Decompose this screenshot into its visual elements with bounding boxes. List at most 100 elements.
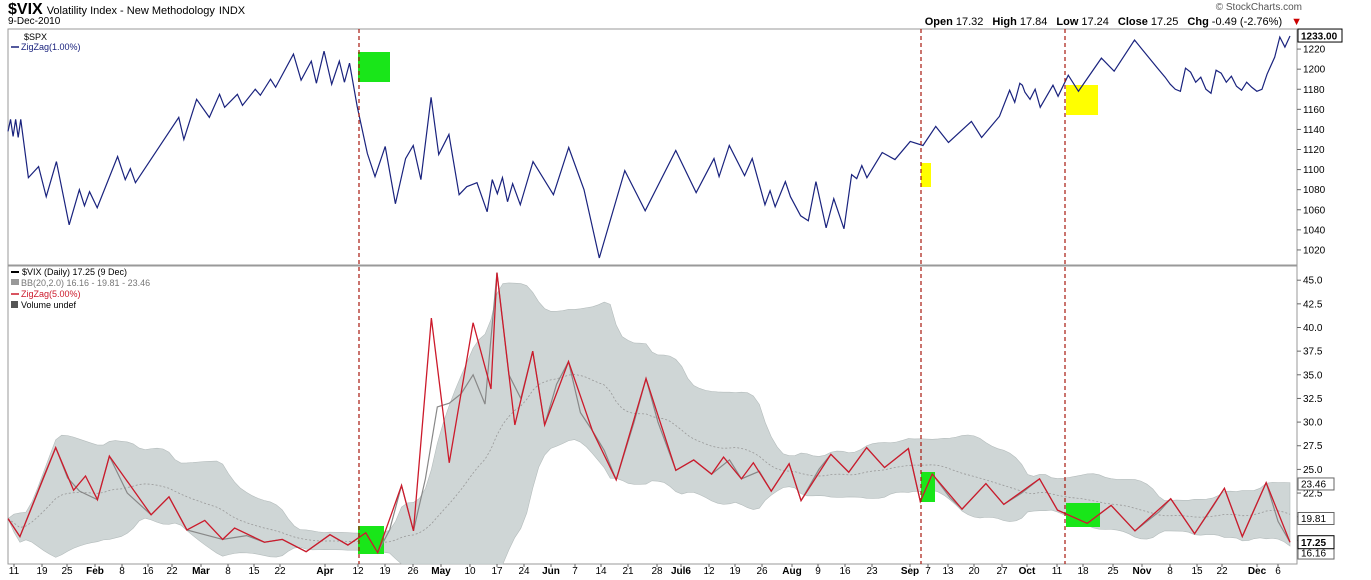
vix-last-value: 17.25 bbox=[1301, 538, 1326, 549]
vix-band-value-box bbox=[1297, 477, 1335, 491]
xtick-label: 14 bbox=[595, 566, 607, 577]
xtick-label: 28 bbox=[651, 566, 663, 577]
xtick-label: 7 bbox=[572, 566, 578, 577]
xtick-label: Jul6 bbox=[671, 566, 691, 577]
vix-legend-volume: Volume undef bbox=[21, 300, 77, 310]
vix-ytick-label: 42.5 bbox=[1303, 299, 1323, 310]
xtick-label: Mar bbox=[192, 566, 210, 577]
spx-ytick-label: 1180 bbox=[1303, 85, 1325, 96]
spx-green-box bbox=[358, 52, 390, 82]
vix-legend-zigzag: ZigZag(5.00%) bbox=[21, 289, 81, 299]
vix-ytick-label: 40.0 bbox=[1303, 323, 1323, 334]
spx-ytick-label: 1020 bbox=[1303, 245, 1326, 256]
xtick-label: 8 bbox=[1167, 566, 1173, 577]
xtick-label: 22 bbox=[1216, 566, 1228, 577]
vix-band-value: 23.46 bbox=[1301, 479, 1326, 490]
xtick-label: 10 bbox=[464, 566, 476, 577]
xtick-label: 27 bbox=[996, 566, 1008, 577]
xtick-label: 8 bbox=[225, 566, 231, 577]
xtick-label: 11 bbox=[9, 566, 20, 577]
xtick-label: Sep bbox=[901, 566, 919, 577]
xtick-label: 19 bbox=[379, 566, 391, 577]
spx-ytick-label: 1080 bbox=[1303, 185, 1326, 196]
chg-down-icon: ▼ bbox=[1291, 16, 1302, 28]
chart-date: 9-Dec-2010 bbox=[8, 16, 61, 27]
vix-band-value: 16.16 bbox=[1301, 549, 1326, 560]
vix-legend-price: $VIX (Daily) 17.25 (9 Dec) bbox=[22, 267, 127, 277]
xtick-label: 26 bbox=[756, 566, 768, 577]
vix-ytick-label: 32.5 bbox=[1303, 394, 1323, 405]
xtick-label: 25 bbox=[61, 566, 73, 577]
spx-legend-zigzag: ZigZag(1.00%) bbox=[21, 42, 81, 52]
high-label: High bbox=[992, 16, 1017, 28]
xtick-label: 22 bbox=[274, 566, 286, 577]
bb-legend-swatch bbox=[11, 279, 19, 285]
vix-ytick-label: 30.0 bbox=[1303, 418, 1323, 429]
spx-panel-frame bbox=[7, 28, 1298, 266]
spx-ytick-label: 1100 bbox=[1303, 165, 1325, 176]
xtick-label: 24 bbox=[518, 566, 530, 577]
xtick-label: Apr bbox=[316, 566, 333, 577]
xtick-label: 15 bbox=[248, 566, 260, 577]
xtick-label: May bbox=[431, 566, 451, 577]
vix-zigzag-line bbox=[7, 272, 1291, 555]
xtick-label: 23 bbox=[866, 566, 878, 577]
xtick-label: 12 bbox=[703, 566, 715, 577]
symbol-name: Volatility Index - New Methodology bbox=[46, 5, 215, 17]
xtick-label: 17 bbox=[491, 566, 503, 577]
spx-ytick-label: 1200 bbox=[1303, 65, 1326, 76]
xtick-label: Oct bbox=[1019, 566, 1036, 577]
xtick-label: 6 bbox=[1275, 566, 1281, 577]
xtick-label: 18 bbox=[1077, 566, 1089, 577]
xtick-label: 9 bbox=[815, 566, 821, 577]
vix-green-box-2 bbox=[921, 472, 935, 502]
vix-legend-bb: BB(20,2.0) 16.16 - 19.81 - 23.46 bbox=[21, 278, 150, 288]
vix-band-value-box bbox=[1297, 511, 1335, 525]
spx-ytick-label: 1120 bbox=[1303, 145, 1325, 156]
xtick-label: Dec bbox=[1248, 566, 1267, 577]
xtick-label: 13 bbox=[942, 566, 954, 577]
vix-ytick-label: 37.5 bbox=[1303, 347, 1323, 358]
spx-ytick-label: 1220 bbox=[1303, 45, 1326, 56]
high-value: 17.84 bbox=[1019, 16, 1048, 28]
xtick-label: 26 bbox=[407, 566, 419, 577]
vix-ytick-label: 45.0 bbox=[1303, 276, 1323, 287]
xtick-label: 7 bbox=[925, 566, 931, 577]
volume-legend-icon bbox=[11, 301, 18, 308]
xtick-label: 20 bbox=[968, 566, 980, 577]
xtick-label: 16 bbox=[839, 566, 851, 577]
vix-last-value-box bbox=[1297, 535, 1335, 550]
vix-green-box-1 bbox=[358, 526, 384, 554]
quote-bar: Open 17.32 High 17.84 Low 17.24 Close 17.25 Chg -… bbox=[922, 16, 1302, 28]
open-value: 17.32 bbox=[955, 16, 984, 28]
spx-ytick-label: 1140 bbox=[1303, 125, 1325, 136]
chg-value: -0.49 (-2.76%) bbox=[1211, 16, 1283, 28]
spx-yellow-box-1 bbox=[921, 163, 931, 187]
xtick-label: 22 bbox=[166, 566, 178, 577]
xtick-label: 15 bbox=[1191, 566, 1203, 577]
xtick-label: 8 bbox=[119, 566, 125, 577]
spx-last-value-box bbox=[1297, 28, 1343, 43]
close-value: 17.25 bbox=[1150, 16, 1179, 28]
open-label: Open bbox=[924, 16, 953, 28]
xtick-label: 11 bbox=[1052, 566, 1063, 577]
xtick-label: 12 bbox=[352, 566, 364, 577]
credit-text: © StockCharts.com bbox=[1215, 2, 1302, 13]
low-value: 17.24 bbox=[1081, 16, 1109, 28]
low-label: Low bbox=[1056, 16, 1079, 28]
chg-label: Chg bbox=[1187, 16, 1209, 28]
xtick-label: Aug bbox=[782, 566, 801, 577]
chart-title: $VIX Volatility Index - New Methodology IN… bbox=[8, 1, 245, 19]
spx-zigzag-line bbox=[7, 35, 1291, 259]
exchange: INDX bbox=[218, 5, 246, 17]
spx-ytick-label: 1040 bbox=[1303, 225, 1326, 236]
symbol: $VIX bbox=[8, 1, 43, 18]
close-label: Close bbox=[1117, 16, 1148, 28]
xtick-label: 21 bbox=[622, 566, 634, 577]
xtick-label: Jun bbox=[542, 566, 560, 577]
spx-ytick-label: 1160 bbox=[1303, 105, 1325, 116]
vix-ytick-label: 27.5 bbox=[1303, 441, 1323, 452]
xtick-label: 25 bbox=[1107, 566, 1119, 577]
spx-legend-symbol: $SPX bbox=[24, 32, 47, 42]
